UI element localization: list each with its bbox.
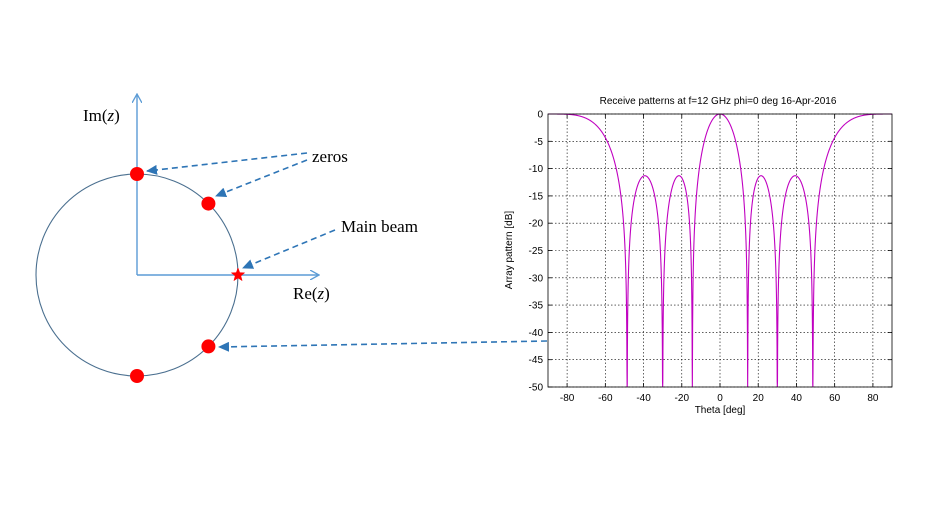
y-tick-label: -20: [529, 219, 544, 230]
zeros-group: [130, 167, 216, 383]
zero-marker-2: [201, 339, 216, 354]
x-tick-label: 60: [829, 393, 841, 404]
plot-frame: [547, 113, 893, 388]
x-tick-label: -40: [636, 393, 651, 404]
y-axis-label: Array pattern [dB]: [504, 211, 515, 290]
y-tick-label: -25: [529, 246, 544, 257]
im-axis-label: Im(z): [83, 106, 120, 125]
re-axis-label: Re(z): [293, 284, 330, 303]
y-tick-label: -35: [529, 301, 544, 312]
y-tick-label: -30: [529, 273, 544, 284]
arrow-main-beam: [242, 229, 336, 269]
y-ticks: 0 -5 -10 -15 -20 -25 -30 -35 -40 -45 -50: [529, 110, 892, 394]
x-tick-label: 0: [717, 393, 723, 404]
main-beam-star: [230, 267, 246, 282]
arrow-zeros-to-upper-right: [215, 159, 308, 197]
arrow-zeros-to-top: [146, 152, 308, 175]
x-tick-label: 80: [867, 393, 879, 404]
zeros-label: zeros: [312, 147, 348, 166]
x-tick-label: -20: [675, 393, 690, 404]
y-tick-label: -15: [529, 191, 544, 202]
array-pattern-chart: Receive patterns at f=12 GHz phi=0 deg 1…: [504, 96, 893, 416]
main-beam-label: Main beam: [341, 217, 418, 236]
y-tick-label: -40: [529, 328, 544, 339]
y-tick-label: 0: [537, 110, 543, 121]
x-tick-label: -80: [560, 393, 575, 404]
zero-marker-0: [130, 167, 144, 181]
zero-marker-3: [130, 369, 144, 383]
x-tick-label: -60: [598, 393, 613, 404]
x-tick-label: 40: [791, 393, 803, 404]
x-axis-label: Theta [deg]: [695, 405, 746, 416]
x-ticks: -80 -60 -40 -20 0 20 40 60 80: [560, 114, 879, 404]
chart-title: Receive patterns at f=12 GHz phi=0 deg 1…: [600, 96, 837, 107]
y-tick-label: -10: [529, 164, 544, 175]
zero-marker-1: [201, 196, 216, 211]
y-tick-label: -45: [529, 355, 544, 366]
y-tick-label: -5: [534, 137, 543, 148]
x-tick-label: 20: [753, 393, 765, 404]
y-tick-label: -50: [529, 383, 544, 394]
